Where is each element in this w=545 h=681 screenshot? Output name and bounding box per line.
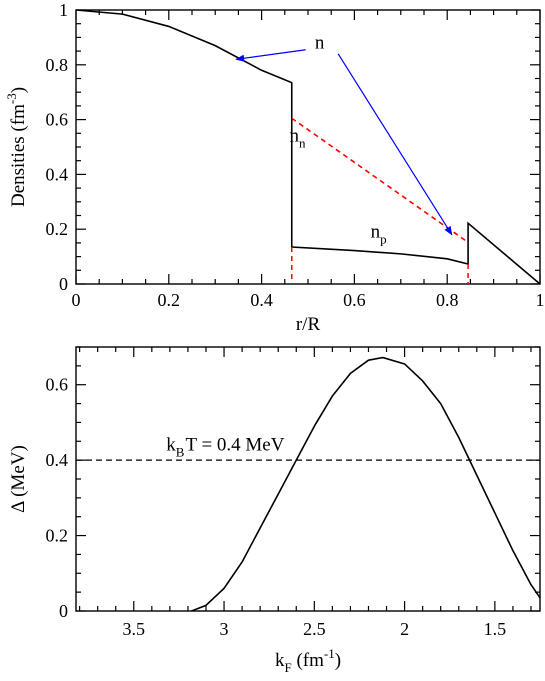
y-tick-label: 0.2: [46, 219, 69, 239]
x-tick-label: 2: [400, 619, 409, 639]
y-tick-label: 0.8: [46, 55, 69, 75]
label-nn-sub: n: [299, 136, 306, 151]
threshold-label-rest: T = 0.4 MeV: [185, 435, 284, 456]
threshold-label: kBT = 0.4 MeV: [166, 435, 284, 460]
y-tick-label: 0.4: [46, 164, 69, 184]
x-axis-label: kF (fm-1): [275, 646, 341, 675]
y-tick-label: 0.6: [46, 375, 69, 395]
y-axis-label: Densities (fm-3): [4, 87, 29, 207]
threshold-label-sub: B: [176, 445, 185, 460]
threshold-label-k: k: [166, 435, 176, 456]
x-tick-label: 0.6: [343, 290, 366, 310]
gap-panel: 3.5 3 2.5 2 1.500.20.40.6kF (fm-1)Δ (MeV) kBT…: [8, 346, 541, 675]
x-axis-label-main: k: [275, 650, 285, 671]
x-tick-label: 1.5: [484, 619, 507, 639]
x-axis-label-tail: ): [335, 650, 341, 671]
y-tick-label: 0.4: [46, 450, 69, 470]
x-axis-label-sup: -1: [324, 646, 335, 661]
plot-frame-bottom: [75, 346, 541, 612]
x-tick-label: 0.8: [436, 290, 459, 310]
y-axis-label-tail: ): [8, 87, 29, 93]
x-tick-label: 1: [536, 290, 545, 310]
x-axis-label-sub: F: [284, 660, 291, 675]
label-nn: nn: [289, 126, 306, 151]
x-tick-label: 2.5: [303, 619, 326, 639]
y-tick-label: 0.6: [46, 110, 69, 130]
arrow-1: [235, 49, 306, 62]
x-tick-label: 0.4: [250, 290, 273, 310]
y-tick-label: 0.2: [46, 526, 69, 546]
gap-curve: [191, 356, 541, 612]
y-axis-label-main: Densities (fm: [8, 104, 29, 207]
label-n: n: [315, 32, 325, 53]
label-nn-base: n: [289, 126, 299, 147]
label-np: np: [371, 221, 387, 246]
label-np-sub: p: [380, 231, 387, 246]
y-tick-label: 1: [59, 0, 68, 20]
x-tick-label: 0: [72, 290, 81, 310]
plot-frame-top: [75, 9, 541, 285]
y-tick-label: 0: [59, 601, 68, 621]
series-total: [75, 9, 541, 285]
x-axis-label: r/R: [296, 314, 321, 335]
x-tick-label: 0.2: [158, 290, 181, 310]
density-panel: 0 0.2 0.4 0.6 0.8 1 0 0.2 0.4 0.6 0.8 1 r/R Densities…: [4, 0, 545, 335]
y-axis-label-sup: -3: [4, 93, 19, 104]
y-axis-label: Δ (MeV): [8, 445, 29, 513]
label-np-base: n: [371, 221, 381, 242]
x-tick-label: 3.5: [123, 619, 146, 639]
arrow-2: [337, 53, 453, 236]
y-tick-label: 0: [59, 274, 68, 294]
x-axis-label-mid: (fm: [292, 650, 324, 671]
x-tick-label: 3: [220, 619, 229, 639]
